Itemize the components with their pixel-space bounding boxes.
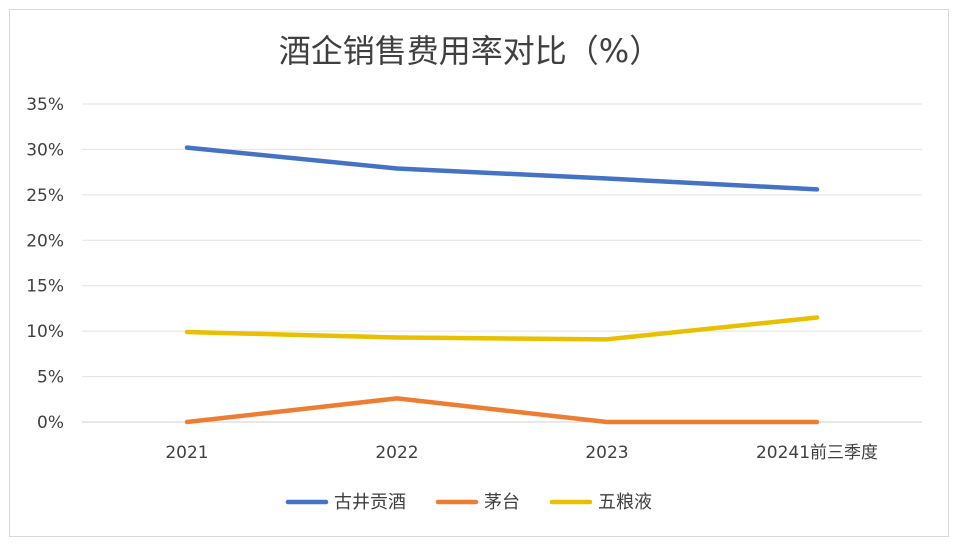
legend-label: 茅台 [484,492,520,513]
series-line [184,315,820,342]
y-tick-label: 15% [26,277,64,297]
series-line [184,396,820,425]
y-tick-label: 20% [26,231,64,251]
y-axis-ticks: 0% 5% 10% 15% 20% 25% 30% 35% [26,95,64,433]
series-line [184,145,820,192]
x-tick-label: 2023 [585,443,628,463]
x-tick-label: 20241前三季度 [756,443,878,463]
y-tick-label: 5% [37,368,64,388]
y-tick-label: 10% [26,322,64,342]
y-tick-label: 25% [26,186,64,206]
x-tick-label: 2022 [375,443,418,463]
y-tick-label: 0% [37,413,64,433]
x-tick-label: 2021 [165,443,208,463]
chart-frame [9,9,949,537]
x-axis-ticks: 2021 2022 2023 20241前三季度 [165,443,878,463]
legend-label: 古井贡酒 [334,492,406,513]
y-tick-label: 35% [26,95,64,115]
series-lines [184,145,820,425]
y-tick-label: 30% [26,140,64,160]
legend-label: 五粮液 [598,492,652,513]
legend: 古井贡酒 茅台 五粮液 [285,492,652,513]
chart-title: 酒企销售费用率对比（%） [279,32,661,70]
